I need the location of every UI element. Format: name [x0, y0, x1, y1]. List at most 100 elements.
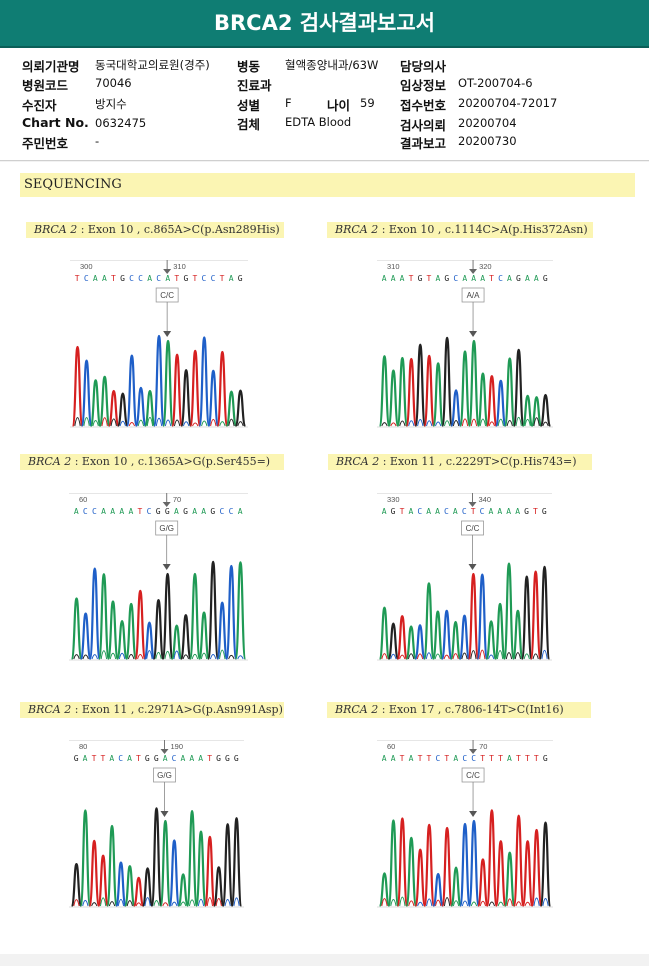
trace-peak [234, 389, 247, 428]
noise-peak [443, 897, 451, 907]
patient-value: 방지수 [95, 97, 127, 111]
noise-peak [390, 899, 397, 907]
noise-peak [497, 418, 504, 427]
trace-peak [216, 601, 229, 661]
trace-peak [116, 392, 129, 428]
trace-peak [405, 836, 418, 908]
noise-peak [488, 901, 495, 907]
base-call: A [400, 274, 405, 283]
base-call: C [129, 274, 134, 283]
trace-peak [125, 354, 138, 428]
noise-peak [109, 652, 117, 660]
trace-peak [134, 589, 147, 661]
trace-peak [467, 339, 480, 428]
base-call: G [238, 274, 243, 283]
noise-peak [100, 650, 108, 660]
trace-peak [467, 572, 480, 661]
trace-peak [494, 840, 507, 908]
base-call: T [480, 754, 485, 763]
trace-peak [503, 357, 516, 428]
trace-peak [502, 562, 515, 661]
tick-label: 80 [79, 742, 87, 751]
noise-peak [497, 901, 504, 907]
trace-peak [171, 353, 184, 428]
base-call: T [136, 754, 141, 763]
base-call: T [409, 274, 414, 283]
base-call: A [110, 507, 115, 516]
noise-peak [541, 649, 548, 660]
noise-peak [155, 651, 162, 660]
noise-peak [164, 650, 171, 660]
base-call: A [408, 507, 413, 516]
variant-arrow-head [162, 502, 171, 507]
noise-peak [417, 419, 424, 427]
institution-label: 의뢰기관명 [22, 59, 80, 74]
base-call: A [534, 274, 539, 283]
trace-peak [114, 861, 127, 908]
base-call: A [201, 507, 206, 516]
variant-caption: BRCA 2 : Exon 11 , c.2229T>C(p.His743=) [328, 454, 592, 470]
trace-peak [194, 830, 207, 908]
base-call: A [147, 274, 152, 283]
base-call: G [183, 274, 188, 283]
noise-peak [417, 901, 424, 907]
base-call: T [418, 754, 423, 763]
trace-peak [150, 807, 163, 908]
hospital-code-value: 70046 [95, 76, 132, 90]
base-call: C [453, 274, 458, 283]
base-call: C [444, 507, 449, 516]
base-call: A [74, 507, 79, 516]
rrn-value: - [95, 134, 100, 148]
noise-peak [532, 653, 539, 660]
chromatogram: 330 340 A G T A C A A C A C T C A A A A G T G C/C [377, 487, 552, 665]
noise-peak [126, 900, 133, 907]
trace-peak [423, 823, 436, 908]
trace-peak [207, 560, 220, 661]
base-call: G [210, 507, 215, 516]
noise-peak [224, 898, 231, 907]
noise-peak [390, 653, 397, 660]
base-call: A [435, 274, 440, 283]
base-call: C [172, 754, 177, 763]
trace-peak [441, 336, 454, 428]
noise-peak [399, 654, 406, 660]
tick-label: 310 [173, 262, 186, 271]
base-call: A [471, 274, 476, 283]
base-call: T [100, 754, 105, 763]
noise-peak [182, 421, 190, 427]
trace-peak [511, 609, 524, 661]
variant-description: : Exon 11 , c.2971A>G(p.Asn991Asp) [71, 703, 283, 716]
base-call: C [435, 754, 440, 763]
patient-info-block: 의뢰기관명 동국대학교의료원(경주) 병동 혈액종양내과/63W 담당의사 병원… [0, 48, 649, 161]
trace-peak [539, 821, 552, 908]
base-call: G [444, 274, 449, 283]
receipt-value: 20200704-72017 [458, 96, 558, 110]
trace-peak [530, 828, 543, 908]
base-call: A [93, 274, 98, 283]
report-date-value: 20200730 [458, 134, 517, 148]
base-call: A [101, 507, 106, 516]
tick-label: 190 [171, 742, 184, 751]
variant-arrow-head [469, 749, 478, 754]
trace-peak [422, 582, 435, 661]
noise-peak [470, 901, 478, 907]
base-call: C [462, 507, 467, 516]
department-label: 진료과 [237, 78, 272, 93]
trace-peak [132, 876, 145, 908]
base-call: T [400, 754, 405, 763]
noise-peak [381, 422, 388, 427]
noise-peak [119, 420, 126, 427]
trace-peak [79, 809, 92, 908]
tick-label: 340 [479, 495, 492, 504]
patient-label: 수진자 [22, 98, 57, 113]
noise-peak [146, 417, 154, 427]
base-call: A [189, 754, 194, 763]
base-call: G [145, 754, 150, 763]
base-call: G [418, 274, 423, 283]
base-call: G [183, 507, 188, 516]
chromatogram: 310 320 A A A T G T A G C A A A T C A G A A G A/A [377, 254, 553, 432]
base-call: A [409, 754, 414, 763]
base-call: G [516, 274, 521, 283]
variant-arrow-head [469, 269, 478, 274]
